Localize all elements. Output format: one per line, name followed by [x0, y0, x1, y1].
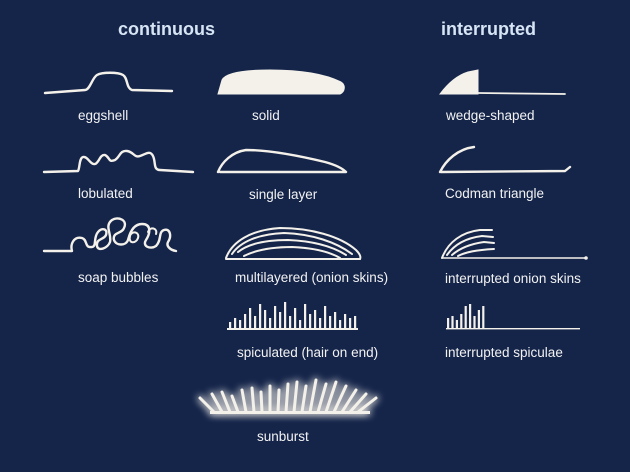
label-interrupted-onion-skins: interrupted onion skins	[445, 271, 581, 286]
sunburst-ray	[276, 388, 281, 414]
label-interrupted-spiculae: interrupted spiculae	[445, 345, 563, 360]
spicule	[473, 316, 476, 328]
spicule	[254, 316, 257, 328]
multilayered-drawing	[225, 227, 362, 260]
interrupted-spiculae-drawing	[446, 304, 580, 330]
sunburst-ray	[240, 388, 248, 414]
spicule	[234, 318, 237, 328]
spicule	[294, 308, 297, 328]
spicule	[244, 314, 247, 328]
sunburst-ray	[259, 390, 264, 414]
spicule	[309, 314, 312, 328]
spicule	[339, 320, 342, 328]
header-interrupted: interrupted	[441, 19, 537, 39]
wedge-shaped-drawing	[438, 69, 479, 95]
solid-drawing	[217, 69, 345, 95]
spicule	[447, 318, 450, 328]
sunburst-ray	[340, 388, 358, 414]
spicule	[334, 312, 337, 328]
sunburst-ray	[356, 396, 378, 414]
spiculated-drawing	[227, 302, 358, 330]
sunburst-baseline	[210, 411, 370, 414]
label-codman-triangle: Codman triangle	[445, 186, 545, 201]
label-soap-bubbles: soap bubbles	[78, 270, 159, 285]
label-solid: solid	[252, 108, 280, 123]
soap-bubbles-drawing	[42, 217, 178, 253]
sunburst-ray	[230, 394, 240, 414]
spicule	[289, 316, 292, 328]
sunburst-ray	[198, 396, 216, 414]
spicule	[477, 310, 480, 328]
spicule	[319, 318, 322, 328]
label-eggshell: eggshell	[78, 108, 129, 123]
spicule	[464, 306, 467, 328]
single-layer-drawing	[216, 148, 348, 174]
spicule	[324, 306, 327, 328]
spicule	[264, 310, 267, 328]
label-wedge-shaped: wedge-shaped	[446, 108, 535, 123]
sunburst-ray	[300, 384, 308, 414]
spicule	[284, 302, 287, 328]
interrupted-onion-skins-drawing	[441, 229, 588, 260]
spicule	[274, 306, 277, 328]
spicule	[455, 320, 458, 328]
spicule	[269, 318, 272, 328]
lobulated-drawing	[42, 149, 195, 174]
spicule	[249, 308, 252, 328]
spicule	[279, 312, 282, 328]
spicule	[482, 306, 485, 328]
spiculated-baseline	[227, 328, 358, 330]
sunburst-ray	[284, 382, 290, 414]
label-sunburst: sunburst	[257, 429, 309, 444]
codman-triangle-drawing	[438, 145, 572, 174]
interrupted-spiculae-baseline	[446, 328, 580, 330]
label-single-layer: single layer	[249, 187, 318, 202]
sunburst-ray	[324, 380, 338, 414]
spicule	[304, 304, 307, 328]
spicule	[354, 316, 357, 328]
spicule	[349, 318, 352, 328]
spicule	[229, 322, 232, 328]
spicule	[314, 310, 317, 328]
sunburst-ray	[332, 384, 348, 414]
spicule	[299, 320, 302, 328]
label-spiculated: spiculated (hair on end)	[237, 345, 379, 360]
spicule	[329, 316, 332, 328]
eggshell-drawing	[43, 71, 174, 95]
spicule	[344, 314, 347, 328]
spicule	[239, 320, 242, 328]
header-continuous: continuous	[118, 19, 215, 39]
spicule	[469, 304, 472, 328]
sunburst-ray	[308, 378, 318, 414]
sunburst-drawing	[198, 378, 378, 414]
sunburst-ray	[348, 392, 368, 414]
label-lobulated: lobulated	[78, 186, 133, 201]
sunburst-ray	[316, 382, 328, 414]
label-multilayered: multilayered (onion skins)	[235, 270, 389, 285]
spicule	[460, 314, 463, 328]
sunburst-ray	[250, 386, 256, 414]
sunburst-ray	[220, 390, 232, 414]
spicule	[259, 304, 262, 328]
sunburst-ray	[292, 380, 299, 414]
spicule	[451, 316, 454, 328]
sunburst-ray	[210, 392, 224, 414]
